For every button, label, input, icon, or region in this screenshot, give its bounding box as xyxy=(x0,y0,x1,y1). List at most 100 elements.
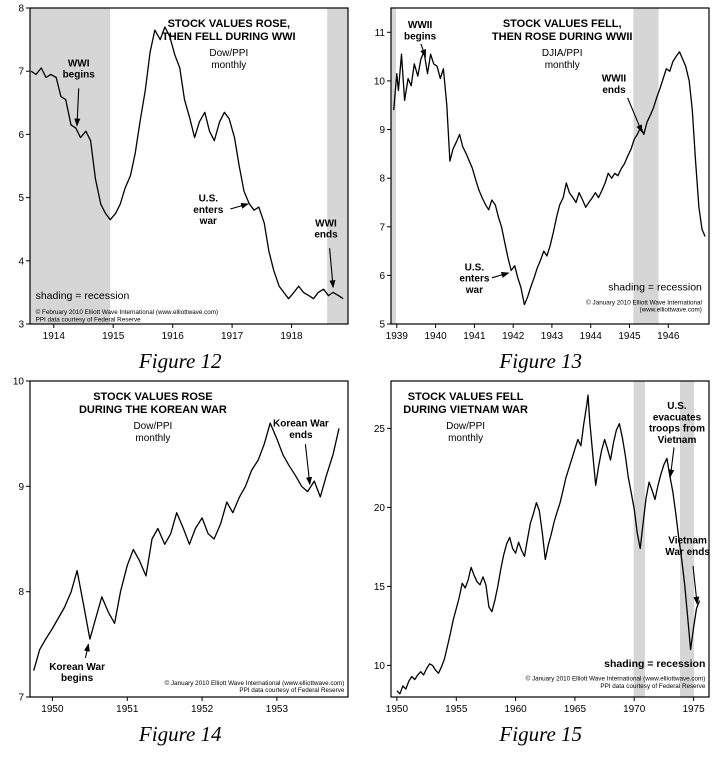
svg-text:war: war xyxy=(199,216,217,227)
svg-text:enters: enters xyxy=(193,205,223,216)
svg-text:Vietnam: Vietnam xyxy=(668,536,707,547)
svg-text:10: 10 xyxy=(13,377,25,388)
svg-text:begins: begins xyxy=(61,673,94,684)
svg-text:1945: 1945 xyxy=(618,331,641,342)
svg-text:1946: 1946 xyxy=(657,331,680,342)
svg-text:WWI: WWI xyxy=(68,58,90,69)
svg-text:9: 9 xyxy=(379,125,385,136)
svg-text:8: 8 xyxy=(18,4,24,15)
svg-text:Dow/PPI: Dow/PPI xyxy=(209,48,248,59)
svg-text:20: 20 xyxy=(373,503,385,514)
svg-text:PPI data courtesy of Federal R: PPI data courtesy of Federal Reserve xyxy=(239,687,344,694)
svg-text:6: 6 xyxy=(379,271,385,282)
svg-text:shading = recession: shading = recession xyxy=(604,658,705,670)
svg-text:1941: 1941 xyxy=(463,331,486,342)
svg-text:25: 25 xyxy=(373,424,385,435)
svg-text:4: 4 xyxy=(18,256,24,267)
svg-text:5: 5 xyxy=(18,193,24,204)
figure-12: 3 4 5 6 7 8 1914 1915 1916 1917 1918 STOCK VALUES R… xyxy=(8,4,353,375)
svg-text:troops from: troops from xyxy=(648,424,704,435)
svg-text:Korean War: Korean War xyxy=(49,662,105,673)
svg-text:7: 7 xyxy=(18,693,24,704)
svg-text:begins: begins xyxy=(403,31,436,42)
svg-text:Dow/PPI: Dow/PPI xyxy=(133,421,172,432)
svg-text:1952: 1952 xyxy=(191,704,214,715)
svg-text:shading = recession: shading = recession xyxy=(608,282,702,294)
figure-12-chart-canvas: 3 4 5 6 7 8 1914 1915 1916 1917 1918 STOCK VALUES R… xyxy=(8,4,353,346)
svg-text:© January 2010 Elliott Wave In: © January 2010 Elliott Wave Internationa… xyxy=(586,298,702,306)
svg-text:10: 10 xyxy=(373,661,385,672)
svg-text:war: war xyxy=(464,285,482,296)
svg-text:STOCK VALUES ROSE,: STOCK VALUES ROSE, xyxy=(168,18,290,30)
svg-text:Dow/PPI: Dow/PPI xyxy=(446,421,485,432)
svg-text:1975: 1975 xyxy=(682,704,705,715)
svg-text:U.S.: U.S. xyxy=(199,194,219,205)
svg-text:begins: begins xyxy=(63,70,96,81)
svg-text:7: 7 xyxy=(18,67,24,78)
svg-text:1951: 1951 xyxy=(116,704,139,715)
svg-text:U.S.: U.S. xyxy=(464,263,484,274)
svg-text:© January 2010 Elliott Wave In: © January 2010 Elliott Wave Internationa… xyxy=(165,679,345,687)
svg-text:1953: 1953 xyxy=(266,704,289,715)
svg-text:WWII: WWII xyxy=(601,74,626,85)
svg-text:DURING VIETNAM WAR: DURING VIETNAM WAR xyxy=(403,404,528,416)
svg-text:1965: 1965 xyxy=(563,704,586,715)
svg-text:monthly: monthly xyxy=(211,60,246,71)
svg-text:1916: 1916 xyxy=(162,331,185,342)
figure-13-chart-canvas: 5 6 7 8 9 10 11 1939 1940 1941 1942 1943 1944 1945 194… xyxy=(368,4,713,346)
svg-text:8: 8 xyxy=(379,174,385,185)
svg-text:THEN ROSE DURING WWII: THEN ROSE DURING WWII xyxy=(491,31,632,43)
svg-text:ends: ends xyxy=(602,85,626,96)
svg-text:7: 7 xyxy=(379,222,385,233)
svg-text:monthly: monthly xyxy=(135,433,170,444)
svg-text:monthly: monthly xyxy=(448,433,483,444)
svg-text:1939: 1939 xyxy=(385,331,408,342)
svg-text:1918: 1918 xyxy=(280,331,303,342)
svg-text:6: 6 xyxy=(18,130,24,141)
figure-15-chart-canvas: 10 15 20 25 1950 1955 1960 1965 1970 1975 STOCK VA… xyxy=(368,377,713,719)
figure-14-chart-canvas: 7 8 9 10 1950 1951 1952 1953 STOCK VALUES ROSEDU… xyxy=(8,377,353,719)
figure-15-caption: Figure 15 xyxy=(499,722,583,746)
figure-14-caption: Figure 14 xyxy=(138,722,222,746)
svg-text:STOCK VALUES ROSE: STOCK VALUES ROSE xyxy=(93,391,212,403)
svg-text:© February 2010 Elliott Wave I: © February 2010 Elliott Wave Internation… xyxy=(36,308,219,316)
svg-text:1950: 1950 xyxy=(385,704,408,715)
svg-text:PPI data courtesy of Federal R: PPI data courtesy of Federal Reserve xyxy=(36,316,141,323)
svg-text:11: 11 xyxy=(374,28,385,39)
svg-text:shading = recession: shading = recession xyxy=(36,290,130,302)
svg-text:U.S.: U.S. xyxy=(667,401,687,412)
svg-text:1955: 1955 xyxy=(445,704,468,715)
svg-text:8: 8 xyxy=(18,587,24,598)
figure-12-caption: Figure 12 xyxy=(138,349,222,373)
svg-text:1917: 1917 xyxy=(221,331,244,342)
svg-text:10: 10 xyxy=(373,76,385,87)
svg-text:STOCK VALUES FELL,: STOCK VALUES FELL, xyxy=(502,18,621,30)
svg-text:(www.elliottwave.com): (www.elliottwave.com) xyxy=(639,307,701,314)
svg-text:THEN FELL DURING WWI: THEN FELL DURING WWI xyxy=(162,31,296,43)
svg-text:© January 2010 Elliott Wave In: © January 2010 Elliott Wave Internationa… xyxy=(525,675,705,683)
figure-13: 5 6 7 8 9 10 11 1939 1940 1941 1942 1943 1944 1945 194… xyxy=(368,4,713,375)
svg-text:1960: 1960 xyxy=(504,704,527,715)
svg-text:DJIA/PPI: DJIA/PPI xyxy=(541,48,582,59)
svg-text:WWII: WWII xyxy=(407,20,432,31)
svg-text:Korean War: Korean War xyxy=(273,419,329,430)
svg-text:WWI: WWI xyxy=(315,218,337,229)
svg-text:1950: 1950 xyxy=(41,704,64,715)
svg-text:monthly: monthly xyxy=(544,60,579,71)
svg-text:3: 3 xyxy=(18,320,24,331)
svg-text:1943: 1943 xyxy=(540,331,563,342)
svg-text:DURING THE KOREAN WAR: DURING THE KOREAN WAR xyxy=(79,404,227,416)
svg-text:enters: enters xyxy=(459,274,489,285)
figure-15: 10 15 20 25 1950 1955 1960 1965 1970 1975 STOCK VA… xyxy=(368,377,713,748)
svg-text:evacuates: evacuates xyxy=(652,412,701,423)
svg-text:STOCK VALUES FELL: STOCK VALUES FELL xyxy=(407,391,523,403)
svg-text:1914: 1914 xyxy=(43,331,66,342)
svg-text:1915: 1915 xyxy=(102,331,125,342)
figure-14: 7 8 9 10 1950 1951 1952 1953 STOCK VALUES ROSE DU… xyxy=(8,377,353,748)
svg-text:ends: ends xyxy=(314,230,338,241)
svg-text:1970: 1970 xyxy=(623,704,646,715)
svg-text:9: 9 xyxy=(18,482,24,493)
svg-text:Vietnam: Vietnam xyxy=(657,435,696,446)
svg-text:ends: ends xyxy=(289,430,313,441)
